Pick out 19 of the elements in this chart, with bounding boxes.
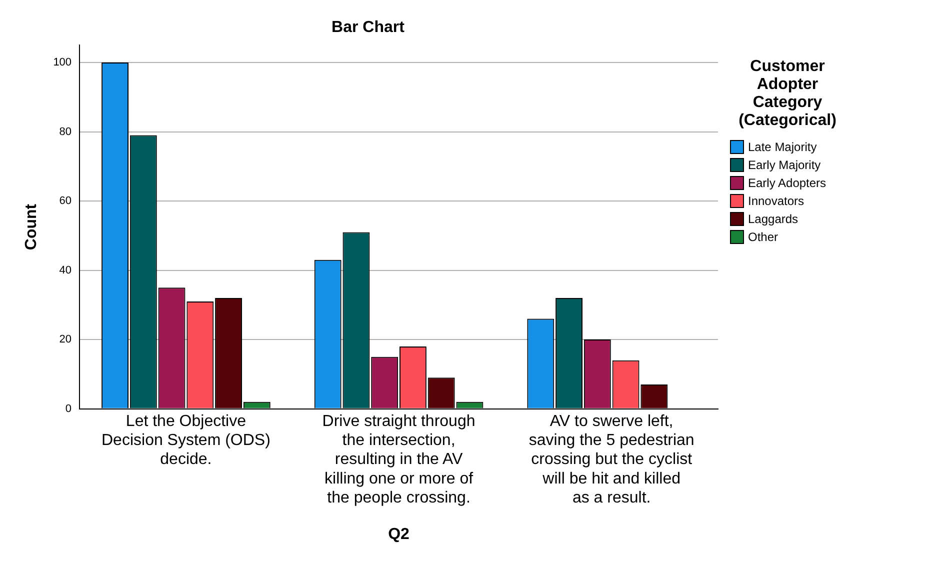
x-tick-label: AV to swerve left, saving the 5 pedestrian crossing but the cyclist will be hit and killed as a result. — [528, 412, 694, 507]
y-tick-label: 80 — [59, 126, 72, 138]
y-tick-label: 60 — [59, 195, 72, 208]
y-tick-label: 0 — [65, 402, 72, 415]
legend-label: Laggards — [748, 212, 798, 226]
x-tick-label: Let the Objective Decision System (ODS) decide. — [102, 412, 270, 468]
y-axis-title: Count — [23, 203, 40, 250]
legend-label: Late Majority — [748, 140, 817, 154]
legend-label: Early Adopters — [748, 176, 826, 190]
y-tick-label: 100 — [53, 56, 72, 69]
x-axis-title: Q2 — [388, 526, 410, 543]
y-tick-label: 40 — [59, 264, 72, 276]
legend-label: Early Majority — [748, 158, 821, 172]
chart-title: Bar Chart — [332, 19, 406, 36]
y-tick-label: 20 — [59, 334, 72, 346]
legend-label: Innovators — [748, 194, 804, 208]
x-tick-label: Drive straight through the intersection, resulting in the AV killing one or more of the people crossing. — [322, 412, 476, 507]
legend-label: Other — [748, 230, 778, 244]
legend-title: Customer Adopter Category (Categorical) — [738, 58, 838, 130]
